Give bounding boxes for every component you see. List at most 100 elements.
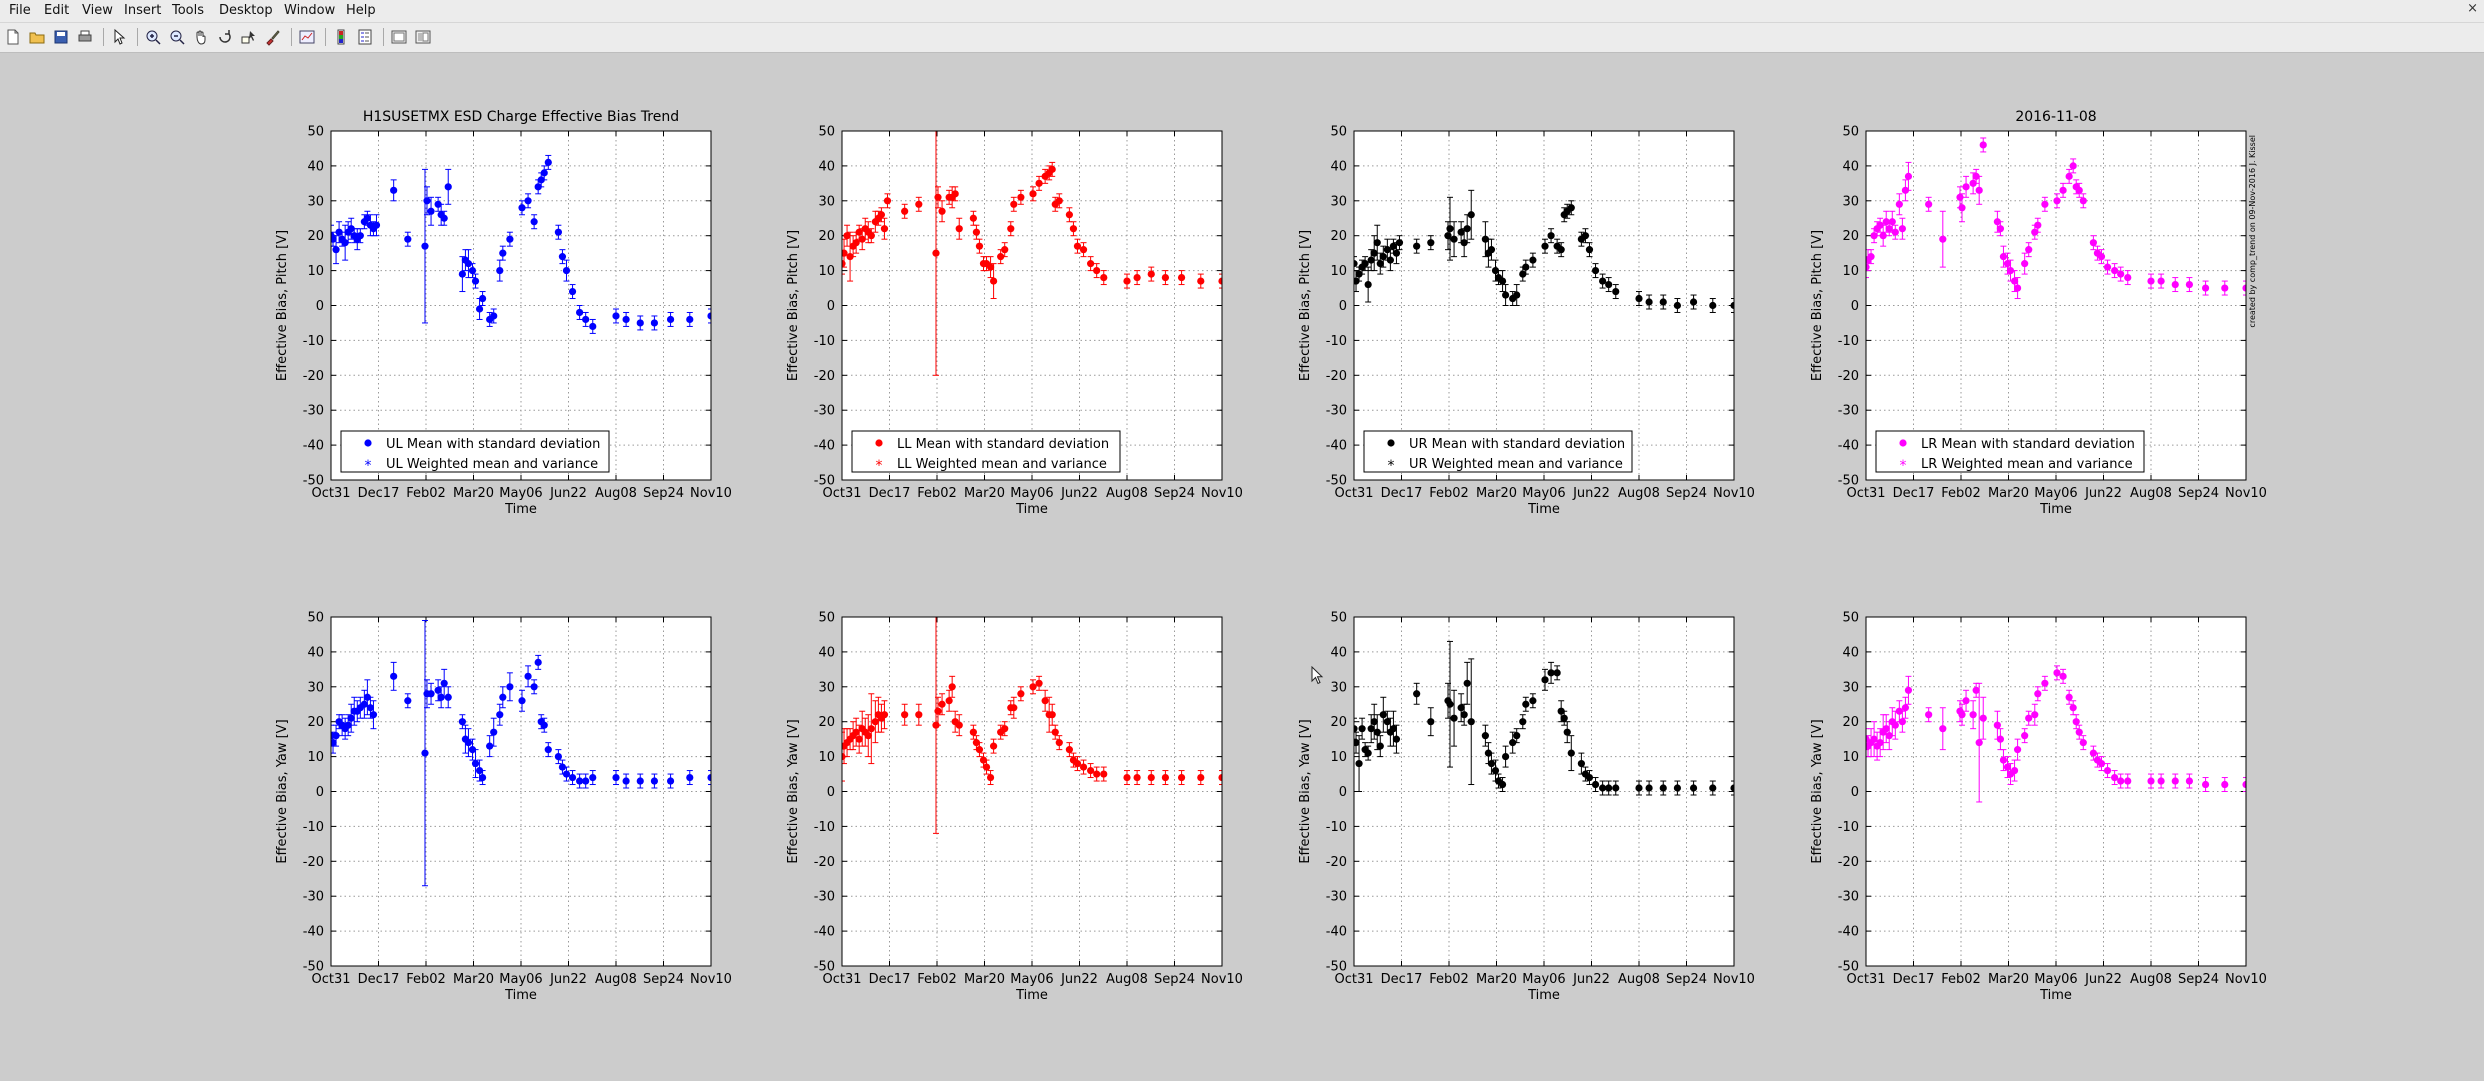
data-point[interactable]: [1996, 735, 2005, 743]
data-point[interactable]: [1969, 711, 1977, 719]
data-point[interactable]: [332, 246, 340, 254]
data-point[interactable]: [1709, 301, 1717, 310]
data-point[interactable]: [372, 221, 381, 229]
data-point[interactable]: [1513, 291, 1521, 299]
data-point[interactable]: [1487, 759, 1496, 768]
data-point[interactable]: [1218, 277, 1225, 285]
data-point[interactable]: [2185, 777, 2194, 785]
data-point[interactable]: [2031, 711, 2039, 719]
colorbar-icon[interactable]: [332, 28, 350, 46]
data-point[interactable]: [464, 260, 473, 268]
data-point[interactable]: [1498, 780, 1507, 789]
data-point[interactable]: [1048, 165, 1056, 173]
data-point[interactable]: [1996, 225, 2005, 233]
data-point[interactable]: [568, 773, 577, 782]
data-point[interactable]: [464, 739, 473, 747]
data-point[interactable]: [1879, 232, 1887, 240]
data-point[interactable]: [979, 756, 988, 764]
data-point[interactable]: [1100, 770, 1108, 778]
data-point[interactable]: [2059, 186, 2067, 194]
data-point[interactable]: [1373, 728, 1381, 736]
data-point[interactable]: [2124, 777, 2132, 785]
data-point[interactable]: [1581, 232, 1590, 240]
data-point[interactable]: [1979, 714, 1987, 722]
data-point[interactable]: [1450, 714, 1458, 722]
data-point[interactable]: [1513, 732, 1521, 740]
data-point[interactable]: [582, 777, 590, 785]
data-point[interactable]: [955, 225, 963, 233]
data-point[interactable]: [1100, 273, 1108, 282]
data-point[interactable]: [1599, 784, 1607, 792]
data-point[interactable]: [478, 773, 487, 782]
data-point[interactable]: [1522, 263, 1530, 271]
data-point[interactable]: [1041, 697, 1049, 705]
data-point[interactable]: [1487, 246, 1496, 254]
data-point[interactable]: [1673, 301, 1682, 310]
data-point[interactable]: [1029, 683, 1037, 691]
data-point[interactable]: [843, 232, 851, 240]
data-point[interactable]: [1392, 735, 1401, 743]
data-point[interactable]: [2147, 777, 2155, 785]
menu-file[interactable]: File: [9, 3, 31, 18]
data-point[interactable]: [1376, 742, 1384, 750]
data-point[interactable]: [1467, 211, 1475, 219]
data-point[interactable]: [1904, 172, 1913, 180]
data-point[interactable]: [1147, 270, 1155, 278]
pan-hand-icon[interactable]: [192, 28, 210, 46]
data-point[interactable]: [554, 753, 562, 761]
data-point[interactable]: [2157, 777, 2165, 785]
data-point[interactable]: [544, 746, 552, 754]
data-point[interactable]: [1895, 707, 1903, 715]
brush-icon[interactable]: [264, 28, 282, 46]
data-point[interactable]: [518, 204, 526, 212]
data-point[interactable]: [2089, 749, 2097, 757]
data-point[interactable]: [938, 207, 946, 215]
data-point[interactable]: [1567, 204, 1575, 212]
data-point[interactable]: [1898, 718, 1906, 726]
data-point[interactable]: [524, 197, 532, 205]
data-point[interactable]: [901, 207, 909, 215]
data-point[interactable]: [558, 763, 567, 771]
data-point[interactable]: [1972, 686, 1980, 694]
data-point[interactable]: [1017, 193, 1025, 201]
data-point[interactable]: [562, 267, 571, 275]
data-point[interactable]: [982, 763, 991, 771]
data-point[interactable]: [972, 739, 981, 747]
data-point[interactable]: [1370, 718, 1378, 726]
data-point[interactable]: [2185, 280, 2194, 289]
legend[interactable]: LR Mean with standard deviation * LR Weigh…: [1875, 430, 2145, 474]
data-point[interactable]: [858, 235, 866, 243]
data-point[interactable]: [1147, 773, 1155, 782]
data-point[interactable]: [1891, 228, 1899, 236]
open-file-icon[interactable]: [28, 28, 46, 46]
data-point[interactable]: [1358, 725, 1366, 733]
data-point[interactable]: [2221, 780, 2229, 789]
data-point[interactable]: [975, 746, 984, 754]
data-point[interactable]: [1563, 728, 1571, 736]
data-point[interactable]: [2003, 763, 2012, 771]
data-point[interactable]: [360, 700, 368, 708]
show-plot-tools-icon[interactable]: [414, 28, 432, 46]
data-point[interactable]: [1484, 749, 1493, 757]
data-point[interactable]: [1361, 260, 1369, 268]
data-point[interactable]: [1079, 763, 1088, 771]
data-point[interactable]: [344, 721, 352, 729]
data-point[interactable]: [1133, 773, 1141, 782]
data-point[interactable]: [1463, 679, 1471, 687]
data-point[interactable]: [341, 239, 349, 247]
data-point[interactable]: [475, 305, 484, 313]
data-point[interactable]: [1969, 179, 1977, 187]
data-point[interactable]: [2097, 253, 2106, 261]
data-point[interactable]: [1367, 256, 1375, 264]
data-point[interactable]: [1605, 784, 1613, 792]
data-point[interactable]: [2041, 679, 2049, 687]
data-point[interactable]: [1010, 200, 1018, 208]
data-point[interactable]: [1577, 759, 1585, 768]
data-point[interactable]: [1069, 225, 1078, 233]
data-point[interactable]: [366, 704, 375, 712]
data-point[interactable]: [945, 697, 953, 705]
data-point[interactable]: [1073, 759, 1082, 768]
data-point[interactable]: [1975, 739, 1983, 747]
data-point[interactable]: [2053, 197, 2061, 205]
data-point[interactable]: [427, 207, 435, 215]
